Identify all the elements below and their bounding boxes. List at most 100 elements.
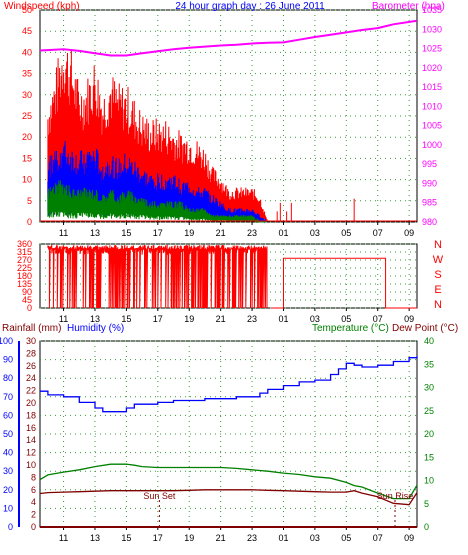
x-tick-label: 19 — [184, 314, 194, 324]
y-tick-label-mid: 20 — [26, 398, 36, 408]
y-tick-label-left: 15 — [22, 153, 32, 163]
y-tick-label-left: 35 — [22, 69, 32, 79]
compass-label: W — [433, 254, 444, 266]
temperature-axis-title: Temperature (°C) — [312, 323, 389, 334]
y-tick-label-right: 1000 — [422, 140, 442, 150]
y-tick-label-left: 60 — [3, 410, 13, 420]
y-tick-label-right: 15 — [424, 452, 434, 462]
y-tick-label-right: 1010 — [422, 101, 442, 111]
x-tick-label: 07 — [373, 228, 383, 238]
rainfall-axis-title: Rainfall (mm) — [2, 323, 61, 334]
y-tick-label-mid: 10 — [26, 460, 36, 470]
x-tick-label: 03 — [310, 533, 320, 543]
y-tick-label-mid: 30 — [26, 336, 36, 346]
x-tick-label: 11 — [59, 314, 68, 324]
x-tick-label: 23 — [247, 314, 257, 324]
compass-label: N — [434, 239, 442, 251]
wind-direction-line — [47, 244, 268, 309]
y-tick-label-left: 225 — [17, 263, 32, 273]
y-tick-label-right: 995 — [422, 159, 437, 169]
y-tick-label-mid: 0 — [31, 522, 36, 532]
x-tick-label: 13 — [90, 228, 100, 238]
y-tick-label-left: 70 — [3, 392, 13, 402]
y-tick-label-left: 100 — [0, 336, 13, 346]
y-tick-label-left: 360 — [17, 239, 32, 249]
y-tick-label-mid: 4 — [31, 497, 36, 507]
y-tick-label-left: 50 — [22, 5, 32, 15]
x-tick-label: 09 — [404, 314, 414, 324]
x-tick-label: 15 — [121, 228, 131, 238]
x-tick-label: 07 — [373, 533, 383, 543]
y-tick-label-left: 45 — [22, 295, 32, 305]
x-tick-label: 17 — [153, 228, 163, 238]
x-tick-label: 09 — [404, 533, 414, 543]
y-tick-label-left: 40 — [22, 47, 32, 57]
x-tick-label: 19 — [184, 533, 194, 543]
x-tick-label: 13 — [90, 533, 100, 543]
x-tick-label: 11 — [59, 228, 68, 238]
y-tick-label-left: 10 — [22, 175, 32, 185]
right-axis-title: Barometer (hpa) — [372, 1, 445, 12]
y-tick-label-right: 5 — [424, 499, 429, 509]
y-tick-label-right: 1025 — [422, 44, 442, 54]
dewpoint-axis-title: Dew Point (°C) — [392, 323, 458, 334]
humidity-axis-title: Humidity (%) — [67, 323, 124, 334]
y-tick-label-left: 25 — [22, 111, 32, 121]
x-tick-label: 03 — [310, 228, 320, 238]
x-tick-label: 19 — [184, 228, 194, 238]
y-tick-label-left: 270 — [17, 255, 32, 265]
y-tick-label-right: 40 — [424, 336, 434, 346]
y-tick-label-right: 1015 — [422, 82, 442, 92]
y-tick-label-left: 315 — [17, 247, 32, 257]
y-tick-label-right: 1005 — [422, 121, 442, 131]
x-tick-label: 15 — [121, 533, 131, 543]
y-tick-label-mid: 24 — [26, 373, 36, 383]
x-tick-label: 01 — [278, 533, 288, 543]
y-tick-label-right: 0 — [424, 522, 429, 532]
chart-title: 24 hour graph day : 26 June 2011 — [175, 1, 325, 12]
barometer-line — [39, 19, 418, 57]
y-tick-label-mid: 6 — [31, 485, 36, 495]
wind-direction-hold — [270, 257, 417, 309]
y-tick-label-mid: 26 — [26, 361, 36, 371]
x-tick-label: 07 — [373, 314, 383, 324]
x-tick-label: 15 — [121, 314, 131, 324]
y-tick-label-left: 40 — [3, 448, 13, 458]
series-line-1 — [39, 463, 418, 500]
y-tick-label-mid: 8 — [31, 472, 36, 482]
x-tick-label: 23 — [247, 228, 257, 238]
x-tick-label: 01 — [278, 314, 288, 324]
x-tick-label: 21 — [216, 533, 226, 543]
compass-label: N — [434, 299, 442, 311]
y-tick-label-left: 10 — [3, 503, 13, 513]
x-tick-label: 03 — [310, 314, 320, 324]
y-tick-label-right: 25 — [424, 406, 434, 416]
y-tick-label-right: 10 — [424, 476, 434, 486]
y-tick-label-right: 985 — [422, 198, 437, 208]
x-tick-label: 11 — [59, 533, 68, 543]
x-tick-label: 05 — [341, 533, 351, 543]
y-tick-label-right: 1030 — [422, 24, 442, 34]
x-tick-label: 17 — [153, 533, 163, 543]
x-tick-label: 17 — [153, 314, 163, 324]
y-tick-label-right: 1035 — [422, 5, 442, 15]
x-tick-label: 09 — [404, 228, 414, 238]
y-tick-label-right: 35 — [424, 359, 434, 369]
x-tick-label: 23 — [247, 533, 257, 543]
y-tick-label-left: 45 — [22, 26, 32, 36]
y-tick-label-mid: 28 — [26, 348, 36, 358]
y-tick-label-left: 30 — [3, 466, 13, 476]
y-tick-label-left: 0 — [27, 217, 32, 227]
y-tick-label-left: 0 — [8, 522, 13, 532]
x-tick-label: 21 — [216, 314, 226, 324]
y-tick-label-right: 1020 — [422, 63, 442, 73]
y-tick-label-mid: 16 — [26, 423, 36, 433]
y-tick-label-mid: 22 — [26, 386, 36, 396]
y-tick-label-left: 90 — [22, 287, 32, 297]
y-tick-label-left: 5 — [27, 196, 32, 206]
series-line-0 — [40, 355, 418, 413]
y-tick-label-left: 90 — [3, 355, 13, 365]
compass-label: S — [434, 269, 441, 281]
y-tick-label-right: 30 — [424, 383, 434, 393]
x-tick-label: 05 — [341, 314, 351, 324]
